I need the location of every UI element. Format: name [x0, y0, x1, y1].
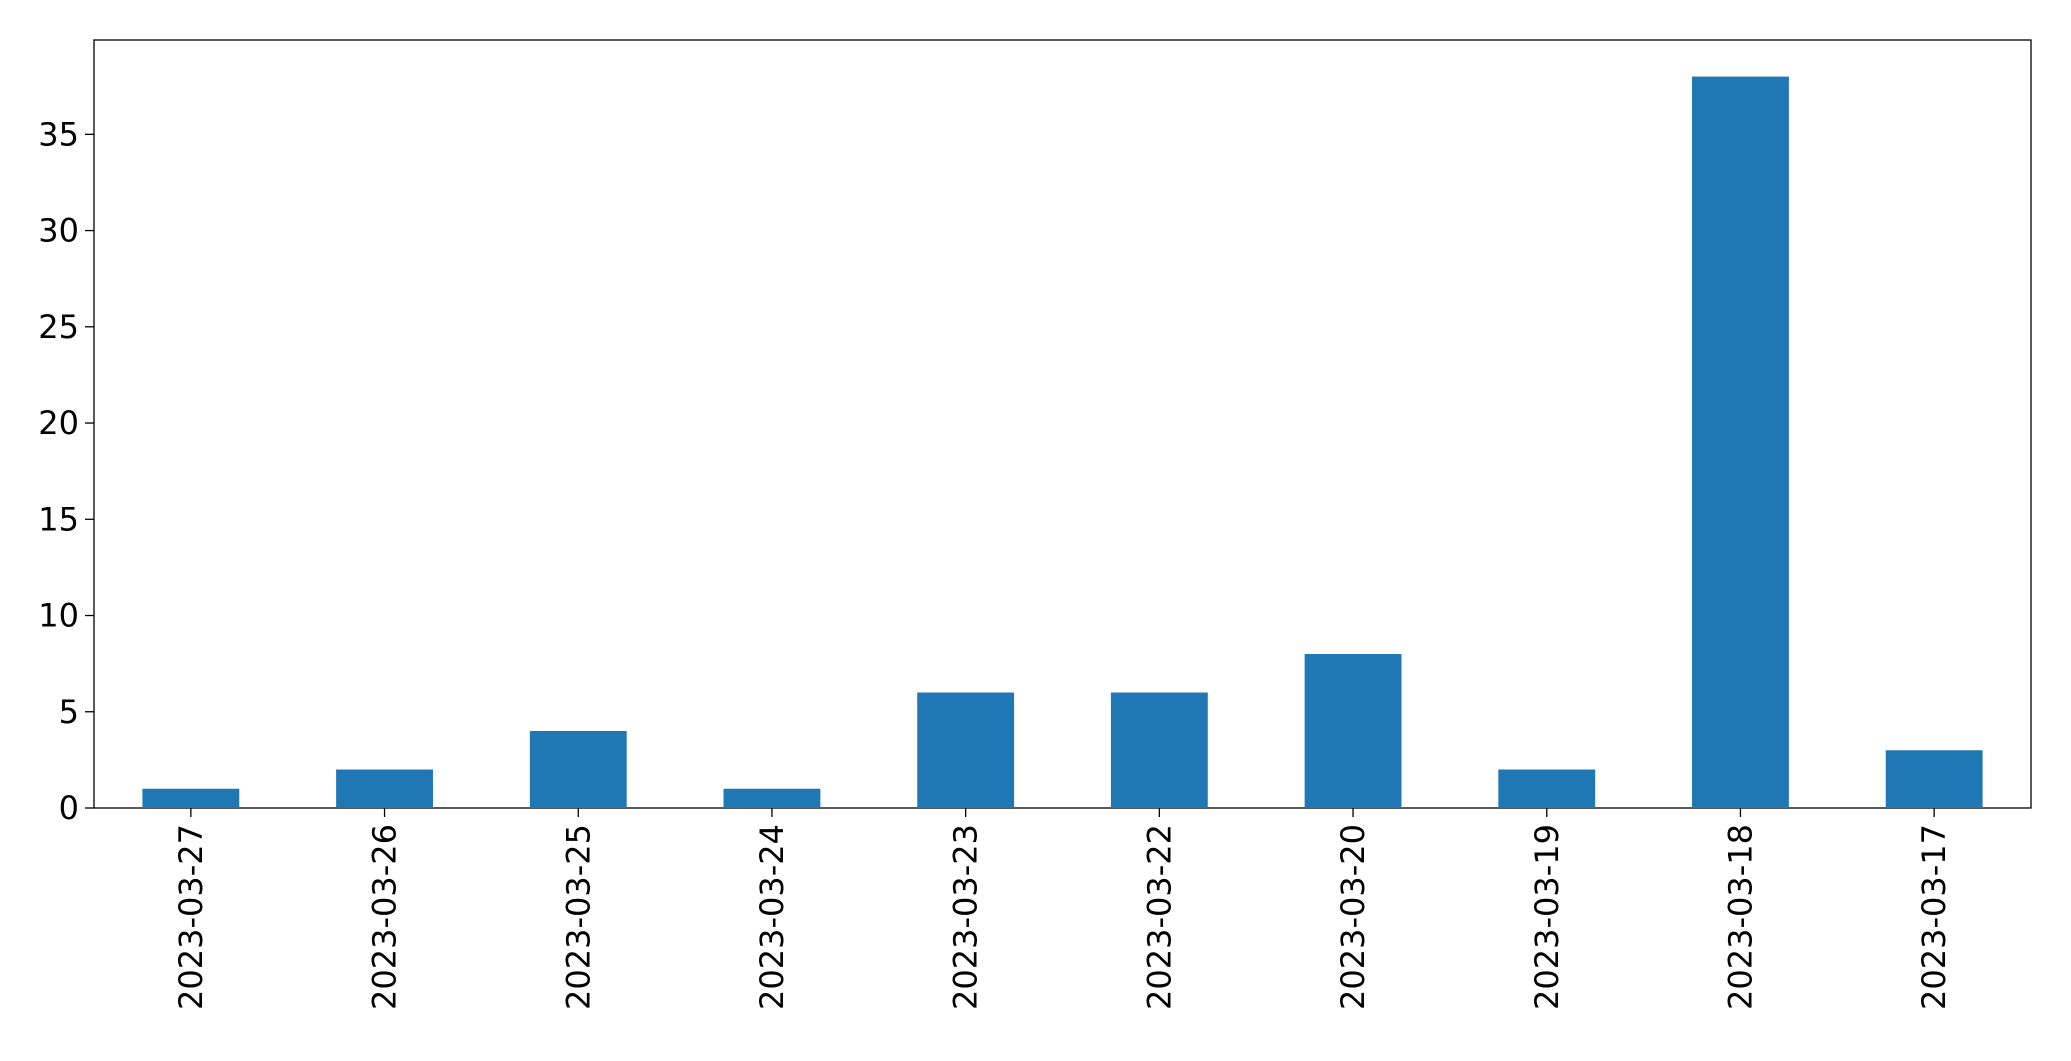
y-tick-label: 0: [59, 789, 79, 827]
bar: [529, 731, 627, 808]
x-tick-label: 2023-03-25: [559, 824, 597, 1010]
y-tick-label: 35: [38, 115, 79, 153]
bar: [1498, 769, 1596, 808]
y-tick-label: 20: [38, 404, 79, 442]
y-tick-label: 25: [38, 308, 79, 346]
plot-frame: [93, 39, 2032, 809]
bar: [1304, 654, 1402, 808]
x-tick-label: 2023-03-17: [1915, 824, 1953, 1010]
y-tick-label: 10: [38, 597, 79, 635]
x-tick-label: 2023-03-27: [172, 824, 210, 1010]
bar: [917, 692, 1015, 808]
y-tick-label: 5: [59, 693, 79, 731]
bar: [723, 788, 821, 808]
bar: [1692, 76, 1789, 809]
x-tick-label: 2023-03-26: [366, 824, 404, 1010]
bar: [1110, 692, 1208, 808]
bar: [1885, 750, 1983, 808]
x-tick-label: 2023-03-20: [1334, 824, 1372, 1010]
x-tick-label: 2023-03-18: [1721, 824, 1759, 1010]
x-tick-label: 2023-03-23: [947, 824, 985, 1010]
x-tick-label: 2023-03-24: [753, 824, 791, 1010]
x-tick-label: 2023-03-19: [1528, 824, 1566, 1010]
bar: [142, 788, 240, 808]
y-tick-label: 15: [38, 500, 79, 538]
x-tick-label: 2023-03-22: [1140, 824, 1178, 1010]
y-tick-label: 30: [38, 212, 79, 250]
bar: [336, 769, 433, 808]
